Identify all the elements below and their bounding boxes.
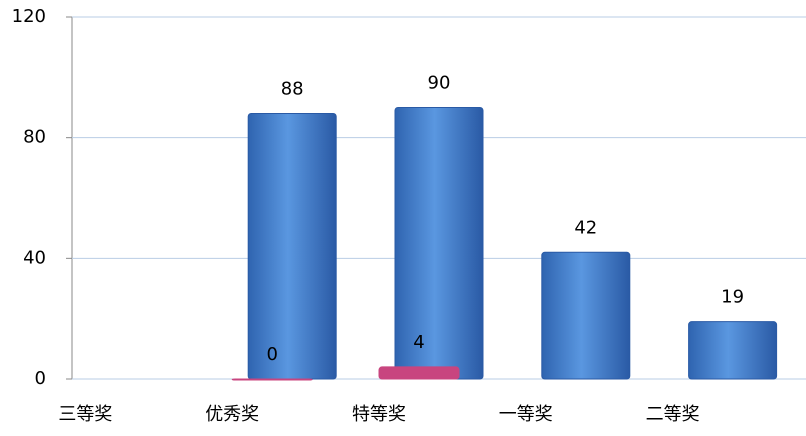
data-label: 0 bbox=[266, 344, 277, 365]
bar bbox=[394, 107, 484, 380]
y-tick-label: 40 bbox=[23, 247, 46, 268]
bar bbox=[688, 321, 778, 380]
x-tick-label: 二等奖 bbox=[646, 404, 700, 425]
data-label: 90 bbox=[428, 73, 451, 94]
data-label: 42 bbox=[574, 217, 597, 238]
x-tick-label: 三等奖 bbox=[58, 404, 112, 425]
y-tick-label: 120 bbox=[12, 6, 46, 27]
bar bbox=[247, 113, 337, 380]
y-tick-label: 0 bbox=[35, 368, 46, 389]
data-label: 4 bbox=[413, 332, 424, 353]
data-label: 19 bbox=[721, 287, 744, 308]
bar bbox=[541, 251, 631, 380]
y-tick-label: 80 bbox=[23, 127, 46, 148]
x-tick-label: 优秀奖 bbox=[205, 404, 259, 425]
x-tick-label: 一等奖 bbox=[499, 404, 553, 425]
bar bbox=[378, 366, 460, 380]
data-label: 88 bbox=[281, 79, 304, 100]
x-tick-label: 特等奖 bbox=[352, 404, 406, 425]
bar bbox=[231, 378, 313, 381]
